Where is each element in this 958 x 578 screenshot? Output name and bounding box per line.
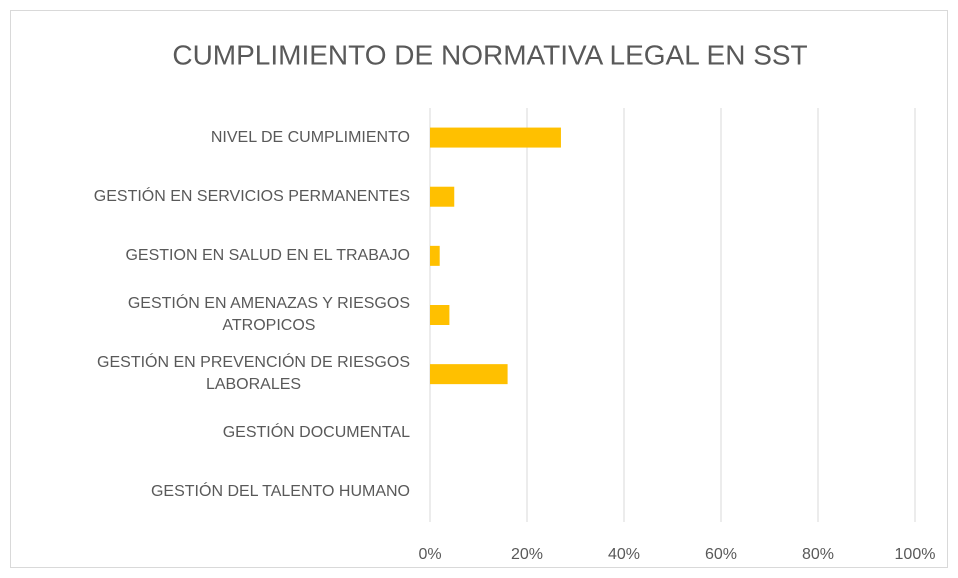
x-tick-label: 60% xyxy=(705,546,737,563)
x-tick-label: 20% xyxy=(511,546,543,563)
chart-title: CUMPLIMIENTO DE NORMATIVA LEGAL EN SST xyxy=(172,39,807,70)
bar xyxy=(430,364,508,385)
y-tick-label-box: GESTIÓN DEL TALENTO HUMANO xyxy=(151,481,410,503)
y-tick-label: GESTIÓN EN PREVENCIÓN DE RIESGOS LABORAL… xyxy=(97,354,410,394)
y-tick-label-box: GESTION EN SALUD EN EL TRABAJO xyxy=(125,245,410,267)
y-tick-label-box: GESTIÓN EN SERVICIOS PERMANENTES xyxy=(94,186,410,208)
bar xyxy=(430,127,561,148)
x-tick-label: 80% xyxy=(802,546,834,563)
y-tick-label-box: GESTIÓN EN AMENAZAS Y RIESGOS ATROPICOS xyxy=(128,293,410,337)
y-tick-label: GESTIÓN DEL TALENTO HUMANO xyxy=(150,483,410,501)
y-tick-label: NIVEL DE CUMPLIMIENTO xyxy=(210,128,410,146)
bar xyxy=(430,305,450,325)
x-tick-label: 100% xyxy=(895,546,936,563)
y-tick-label-box: GESTIÓN EN PREVENCIÓN DE RIESGOS LABORAL… xyxy=(97,352,410,396)
chart-border xyxy=(10,10,948,568)
y-tick-label: GESTION EN SALUD EN EL TRABAJO xyxy=(125,246,410,264)
y-tick-label: GESTIÓN DOCUMENTAL xyxy=(222,424,410,442)
y-tick-label-box: GESTIÓN DOCUMENTAL xyxy=(223,422,410,444)
x-tick-label: 40% xyxy=(608,546,640,563)
bar xyxy=(430,245,440,266)
x-tick-label: 0% xyxy=(418,546,441,563)
bar xyxy=(430,186,455,207)
y-tick-label-box: NIVEL DE CUMPLIMIENTO xyxy=(211,127,410,149)
y-tick-label: GESTIÓN EN SERVICIOS PERMANENTES xyxy=(93,187,410,205)
y-tick-label: GESTIÓN EN AMENAZAS Y RIESGOS ATROPICOS xyxy=(127,295,410,334)
